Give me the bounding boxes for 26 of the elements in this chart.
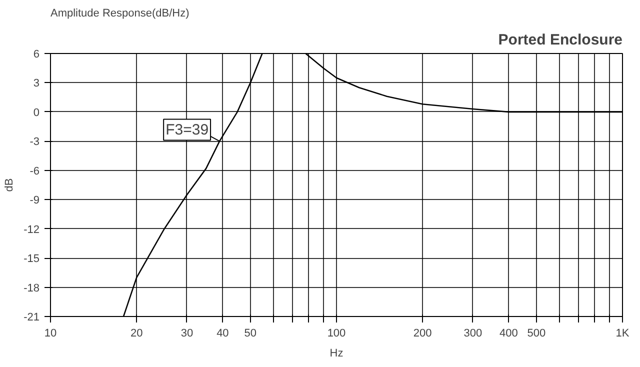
y-tick-label: -3	[30, 136, 40, 148]
x-tick-label: 500	[527, 328, 546, 340]
chart-subtitle: Ported Enclosure	[498, 32, 623, 48]
x-tick-label: 40	[216, 328, 229, 340]
y-tick-label: 0	[33, 106, 40, 119]
y-tick-label: -21	[24, 312, 40, 324]
chart-title: Amplitude Response(dB/Hz)	[50, 8, 190, 20]
x-tick-label: 10	[44, 328, 57, 340]
y-tick-label: -9	[30, 194, 40, 207]
x-tick-label: 100	[327, 328, 346, 340]
x-tick-label: 400	[500, 328, 518, 340]
x-tick-label: 200	[413, 328, 432, 340]
x-tick-label: 50	[244, 328, 257, 340]
y-tick-label: -18	[24, 282, 40, 294]
annotation: F3=39	[166, 121, 209, 138]
y-tick-label: -6	[30, 165, 40, 178]
y-tick-label: 6	[33, 48, 40, 60]
x-tick-label: 1K	[616, 328, 630, 340]
y-tick-label: 3	[33, 78, 40, 90]
x-tick-label: 300	[464, 328, 482, 340]
x-tick-label: 20	[130, 328, 143, 340]
y-axis-title: dB	[4, 178, 16, 192]
y-tick-label: -12	[24, 224, 40, 236]
x-tick-label: 30	[180, 328, 194, 340]
y-tick-label: -15	[24, 253, 40, 266]
x-axis-title: Hz	[330, 348, 344, 360]
